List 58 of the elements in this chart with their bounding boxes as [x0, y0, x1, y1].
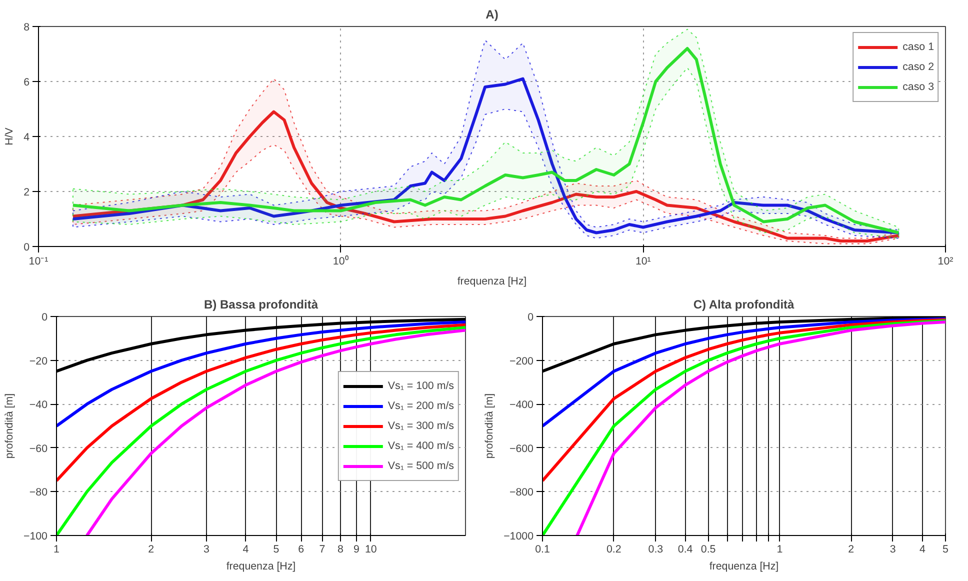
legend-label: Vs₁ = 200 m/s [388, 400, 454, 412]
x-tick-label: 1 [776, 544, 783, 556]
legend-label: Vs₁ = 100 m/s [388, 380, 454, 392]
x-tick-label: 2 [148, 544, 154, 556]
x-tick-label: 10 [364, 544, 377, 556]
y-tick-label: −60 [29, 442, 48, 455]
x-tick-label: 5 [273, 544, 280, 556]
x-tick-label: 6 [298, 544, 304, 556]
x-tick-label: 4 [242, 544, 249, 556]
x-tick-label: 2 [848, 544, 854, 556]
legend-label: caso 3 [902, 81, 934, 93]
x-tick-label: 8 [337, 544, 344, 556]
x-tick-label: 10⁻¹ [28, 256, 49, 268]
y-axis-title: H/V [4, 126, 16, 146]
y-tick-label: 0 [24, 242, 30, 254]
x-tick-label: 1 [54, 544, 60, 556]
chart-title: B) Bassa profondità [204, 298, 318, 312]
x-tick-label: 3 [890, 544, 896, 556]
x-axis-title: frequenza [Hz] [457, 276, 527, 288]
x-tick-label: 0.4 [678, 544, 693, 556]
y-tick-label: 2 [24, 186, 30, 198]
x-tick-label: 5 [942, 544, 949, 556]
x-tick-label: 0.2 [606, 544, 622, 556]
x-tick-label: 4 [920, 544, 926, 556]
y-tick-label: 4 [24, 132, 30, 144]
legend-label: Vs₁ = 400 m/s [388, 440, 454, 452]
x-tick-label: 10⁰ [332, 254, 349, 268]
y-axis-title: profondità [m] [484, 393, 496, 459]
y-tick-label: −40 [29, 399, 48, 412]
x-tick-label: 9 [354, 544, 360, 556]
chart-title: C) Alta profondità [693, 298, 795, 312]
chart-title: A) [486, 8, 498, 22]
legend-label: Vs₁ = 300 m/s [388, 420, 454, 432]
x-tick-label: 3 [204, 544, 210, 556]
y-tick-label: −600 [509, 442, 534, 455]
y-tick-label: −400 [509, 399, 534, 412]
y-tick-label: −200 [509, 355, 534, 368]
x-tick-label: 0.5 [700, 544, 716, 556]
y-axis-title: profondità [m] [3, 393, 16, 459]
y-tick-label: 8 [24, 22, 30, 34]
y-tick-label: −100 [23, 530, 48, 542]
y-tick-label: 0 [42, 312, 48, 324]
legend-label: Vs₁ = 500 m/s [388, 460, 454, 472]
y-tick-label: −80 [29, 486, 48, 499]
x-tick-label: 0.1 [535, 544, 550, 556]
y-tick-label: 6 [24, 76, 30, 88]
x-axis-title: frequenza [Hz] [226, 560, 296, 572]
y-tick-label: −20 [29, 355, 48, 368]
x-tick-label: 7 [319, 544, 326, 556]
x-tick-label: 0.3 [648, 544, 664, 556]
y-tick-label: 0 [528, 312, 534, 324]
x-tick-label: 10² [938, 256, 954, 268]
y-tick-label: −800 [509, 486, 534, 499]
x-tick-label: 10¹ [635, 256, 652, 268]
legend-label: caso 2 [902, 61, 934, 73]
legend-label: caso 1 [902, 41, 934, 53]
y-tick-label: −1000 [504, 530, 534, 542]
x-axis-title: frequenza [Hz] [709, 560, 779, 572]
